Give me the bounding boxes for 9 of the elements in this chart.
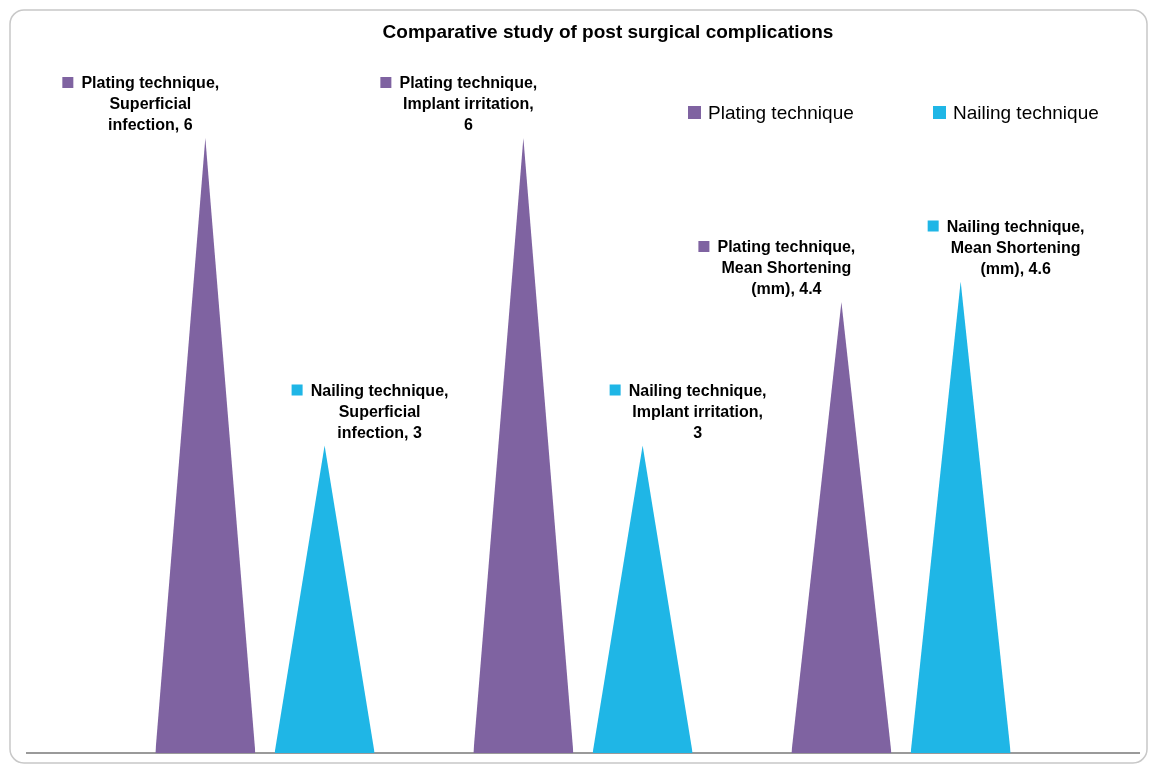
- data-label: Nailing technique, Superficial infection, 3: [310, 381, 449, 441]
- legend-label: Plating technique: [708, 102, 854, 123]
- data-label: Plating technique, Mean Shortening (mm), 4.4: [717, 238, 856, 297]
- data-label: Plating technique, Superficial infection, 6: [81, 74, 220, 133]
- data-label: Nailing technique, Mean Shortening (mm), 4.6: [946, 217, 1085, 277]
- data-label: Nailing technique, Implant irritation, 3: [628, 381, 767, 441]
- legend-label: Nailing technique: [953, 102, 1099, 123]
- data-label: Plating technique, Implant irritation, 6: [399, 74, 538, 133]
- chart-title: Comparative study of post surgical complications: [382, 21, 834, 42]
